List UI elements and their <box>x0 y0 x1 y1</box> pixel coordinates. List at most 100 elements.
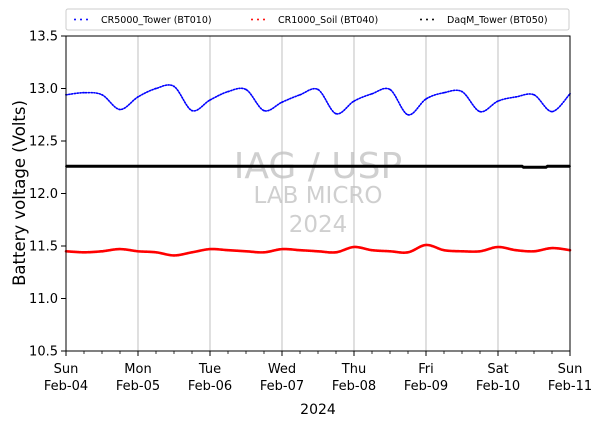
data-point-2-3 <box>281 165 283 168</box>
data-point-0-5 <box>155 87 157 90</box>
data-point-1-24 <box>497 246 499 248</box>
data-point-2-4 <box>353 165 355 168</box>
x-tick-day-6: Sat <box>487 362 508 377</box>
series-0 <box>65 84 571 116</box>
data-point-1-27 <box>551 247 553 250</box>
data-point-0-25 <box>515 96 517 98</box>
x-tick-day-4: Thu <box>341 362 366 377</box>
legend-label-1: CR1000_Soil (BT040) <box>278 15 378 26</box>
y-axis: 10.5 11.0 11.5 12.0 12.5 13.0 13.5 <box>29 30 66 360</box>
legend-marker-0-1 <box>80 18 82 21</box>
data-point-1-23 <box>479 250 481 253</box>
watermark-line-2: LAB MICRO <box>254 183 383 209</box>
series-1 <box>64 243 572 257</box>
x-tick-label-7: Feb-11 <box>548 379 592 394</box>
y-tick-label-2: 11.5 <box>29 240 58 255</box>
data-point-0-4 <box>137 96 139 98</box>
legend-label-2: DaqM_Tower (BT050) <box>447 15 548 26</box>
x-axis-label: 2024 <box>300 402 336 418</box>
legend-marker-2-0 <box>420 18 422 21</box>
data-point-0-27 <box>551 110 553 113</box>
x-tick-label-1: Feb-05 <box>116 379 160 394</box>
data-point-2-5 <box>425 165 427 168</box>
data-point-1-8 <box>209 248 211 251</box>
legend-marker-2-2 <box>432 18 434 21</box>
x-tick-day-2: Tue <box>198 362 221 377</box>
data-point-1-9 <box>227 249 229 252</box>
data-point-0-2 <box>101 93 103 96</box>
data-point-1-4 <box>137 250 139 253</box>
x-tick-day-3: Wed <box>268 362 296 377</box>
data-point-0-7 <box>191 109 193 112</box>
y-axis-label: Battery voltage (Volts) <box>10 100 29 286</box>
data-point-0-8 <box>209 99 211 101</box>
data-point-1-7 <box>191 251 193 254</box>
legend-marker-0-0 <box>74 18 76 21</box>
data-point-1-13 <box>299 249 301 252</box>
data-point-1-21 <box>443 249 445 252</box>
legend-label-0: CR5000_Tower (BT010) <box>101 15 212 26</box>
data-point-1-26 <box>533 250 535 253</box>
series-layer <box>64 84 572 257</box>
x-tick-day-7: Sun <box>558 362 583 377</box>
data-point-1-1 <box>83 251 85 254</box>
data-point-1-14 <box>317 250 319 253</box>
legend-marker-2-1 <box>426 18 428 21</box>
y-tick-label-1: 11.0 <box>29 292 58 307</box>
data-point-1-20 <box>425 244 427 246</box>
data-point-1-19 <box>407 251 409 254</box>
y-tick-label-6: 13.5 <box>29 30 58 45</box>
x-tick-day-0: Sun <box>54 362 79 377</box>
data-point-1-12 <box>281 248 283 251</box>
x-tick-label-3: Feb-07 <box>260 379 304 394</box>
data-point-0-21 <box>443 91 445 94</box>
data-point-0-10 <box>245 88 247 91</box>
data-point-1-22 <box>461 250 463 253</box>
series-line-2 <box>66 164 570 169</box>
data-point-2-6 <box>497 165 499 168</box>
x-tick-label-4: Feb-08 <box>332 379 376 394</box>
data-point-2-8 <box>522 166 525 169</box>
data-point-1-2 <box>101 250 103 253</box>
data-point-0-12 <box>281 101 283 104</box>
data-point-0-16 <box>353 100 355 102</box>
data-point-2-1 <box>137 165 139 168</box>
x-tick-label-5: Feb-09 <box>404 379 448 394</box>
x-tick-label-2: Feb-06 <box>188 379 232 394</box>
data-point-0-9 <box>227 90 229 93</box>
data-point-1-15 <box>335 251 337 254</box>
data-point-0-15 <box>335 112 337 115</box>
data-point-0-11 <box>263 109 265 112</box>
legend-frame <box>65 8 570 31</box>
data-point-1-16 <box>353 246 355 248</box>
data-point-0-24 <box>497 100 499 102</box>
data-point-2-10 <box>546 165 549 168</box>
data-point-0-14 <box>317 88 319 91</box>
data-point-1-25 <box>515 249 517 252</box>
data-point-1-5 <box>155 251 157 254</box>
x-tick-label-0: Feb-04 <box>44 379 88 394</box>
data-point-0-6 <box>173 85 175 88</box>
data-point-1-11 <box>263 251 265 254</box>
y-tick-label-3: 12.0 <box>29 187 58 202</box>
data-point-1-6 <box>173 254 175 257</box>
data-point-1-3 <box>119 248 121 251</box>
y-tick-label-4: 12.5 <box>29 135 58 150</box>
data-point-0-17 <box>371 92 373 95</box>
data-point-0-19 <box>407 113 409 116</box>
data-point-0-18 <box>389 88 391 91</box>
data-point-2-7 <box>521 165 523 168</box>
y-tick-label-0: 10.5 <box>29 345 58 360</box>
data-point-0-13 <box>299 93 301 96</box>
legend-marker-0-2 <box>86 18 88 21</box>
x-tick-day-5: Fri <box>418 362 434 377</box>
legend-marker-1-1 <box>257 18 259 21</box>
data-point-0-26 <box>533 93 535 96</box>
data-point-0-23 <box>479 110 481 113</box>
vertical-gridlines <box>65 36 571 351</box>
data-point-1-17 <box>371 249 373 252</box>
legend-marker-1-0 <box>251 18 253 21</box>
data-point-0-22 <box>461 90 463 93</box>
legend: CR5000_Tower (BT010) CR1000_Soil (BT040) D… <box>65 8 570 31</box>
